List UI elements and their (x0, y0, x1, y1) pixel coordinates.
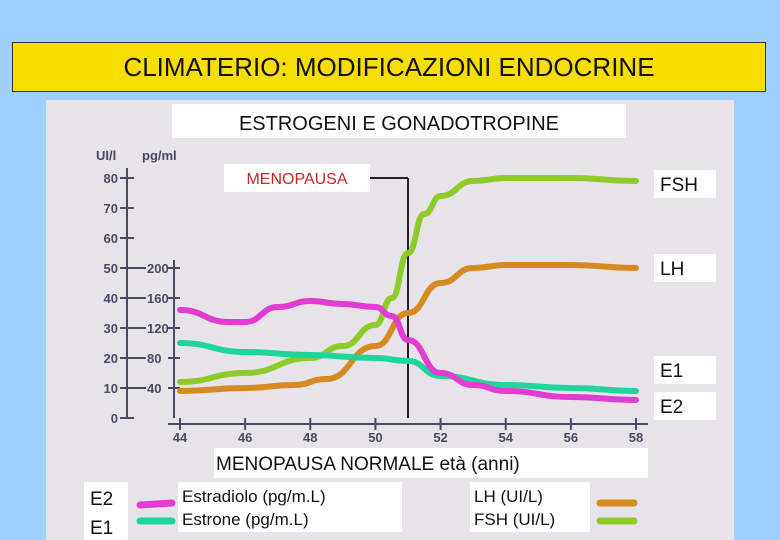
end-label-lh: LH (660, 259, 684, 280)
slide-title: CLIMATERIO: MODIFICAZIONI ENDOCRINE (123, 51, 655, 82)
y-left-tick-label: 0 (111, 411, 118, 426)
x-tick-label: 58 (629, 430, 643, 445)
legend-label-e2: Estradiolo (pg/m.L) (182, 487, 326, 506)
x-tick-label: 52 (433, 430, 447, 445)
y-right-unit: pg/ml (142, 148, 177, 163)
y-left-tick-label: 40 (104, 291, 118, 306)
x-tick-label: 54 (498, 430, 513, 445)
menopause-label-bg (224, 164, 370, 192)
y-left-unit: UI/l (96, 148, 116, 163)
end-label-bg-fsh (654, 170, 716, 198)
legend-label-fsh: FSH (UI/L) (474, 510, 555, 529)
series-line-e1 (177, 340, 639, 394)
legend-key-e2: E2 (90, 489, 113, 510)
y-left-tick-label: 70 (104, 201, 118, 216)
series-line-fsh (177, 174, 639, 385)
y-left-tick-label: 20 (104, 351, 118, 366)
x-tick-label: 46 (238, 430, 252, 445)
legend-gonad-bg (470, 482, 590, 532)
x-axis-title: MENOPAUSA NORMALE età (anni) (216, 454, 520, 475)
x-axis-title-bg (214, 448, 648, 478)
y-left-tick-label: 60 (104, 231, 118, 246)
menopause-label: MENOPAUSA (246, 171, 347, 188)
legend-estrogen-bg (178, 482, 402, 532)
chart-title: ESTROGENI E GONADOTROPINE (239, 113, 559, 135)
y-right-tick-label: 40 (147, 381, 161, 396)
y-left-tick-label: 80 (104, 171, 118, 186)
x-tick-label: 44 (173, 430, 188, 445)
end-label-bg-lh (654, 254, 716, 282)
chart-title-bg (172, 104, 626, 138)
end-label-e2: E2 (660, 397, 683, 418)
legend-key-e1: E1 (90, 518, 113, 539)
y-right-tick-label: 80 (147, 351, 161, 366)
y-right-tick-label: 120 (147, 321, 169, 336)
x-tick-label: 48 (303, 430, 317, 445)
series-line-e2 (177, 298, 639, 403)
legend-keys-bg (84, 482, 128, 540)
x-tick-label: 56 (564, 430, 578, 445)
legend-swatch-e2 (136, 499, 176, 509)
end-label-e1: E1 (660, 361, 683, 382)
end-label-fsh: FSH (660, 175, 698, 196)
end-label-bg-e1 (654, 356, 716, 384)
y-right-tick-label: 200 (147, 261, 169, 276)
y-left-tick-label: 50 (104, 261, 118, 276)
series-line-lh (177, 261, 639, 394)
x-tick-label: 50 (368, 430, 382, 445)
slide-title-box: CLIMATERIO: MODIFICAZIONI ENDOCRINE (12, 42, 766, 92)
legend-label-lh: LH (UI/L) (474, 487, 543, 506)
y-right-tick-label: 160 (147, 291, 169, 306)
y-left-tick-label: 30 (104, 321, 118, 336)
legend-label-e1: Estrone (pg/m.L) (182, 510, 309, 529)
end-label-bg-e2 (654, 392, 716, 420)
y-left-tick-label: 10 (104, 381, 118, 396)
